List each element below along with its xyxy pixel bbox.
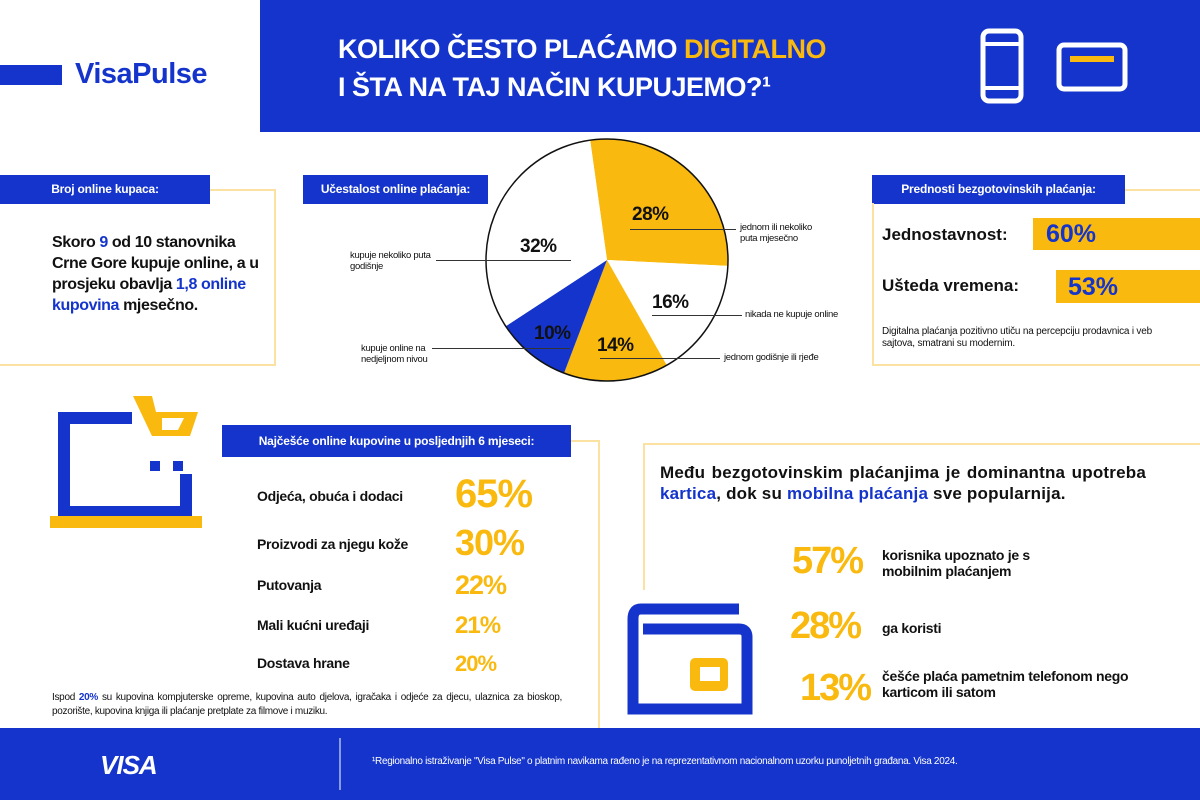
cashless-stat-text-0: korisnika upoznato je s mobilnim plaćanj… <box>882 547 1030 579</box>
adv-border-left <box>872 203 874 365</box>
pie-leader-32 <box>436 260 571 261</box>
phone-icon <box>980 28 1024 104</box>
buyers-text: Skoro 9 od 10 stanovnika Crne Gore kupuj… <box>52 234 259 314</box>
cashless-stat-text-1: ga koristi <box>882 620 942 636</box>
pie-slice-2 <box>564 260 667 381</box>
pie-label-32: kupuje nekoliko puta godišnje <box>350 250 431 272</box>
adv-name-1: Ušteda vremena: <box>882 276 1020 295</box>
purchases-border-right <box>598 440 600 728</box>
pie-chart <box>485 138 729 382</box>
footer: VISA ¹Regionalno istraživanje "Visa Puls… <box>0 728 1200 800</box>
adv-border-top <box>1125 189 1200 191</box>
adv-bar-1: 53% <box>1056 270 1200 303</box>
pie-leader-16 <box>652 315 742 316</box>
laptop-cart-icon <box>50 396 202 528</box>
wallet-icon <box>627 603 753 715</box>
purchase-name-3: Mali kućni uređaji <box>257 617 370 633</box>
pie-label-10: kupuje online na nedjeljnom nivou <box>361 343 428 365</box>
adv-value-1: 53% <box>1068 273 1119 301</box>
buyers-border-top <box>210 189 275 191</box>
visapulse-logo: VisaPulse <box>75 58 208 90</box>
pie-slice-4 <box>486 140 607 327</box>
adv-name-0: Jednostavnost: <box>882 225 1008 244</box>
adv-value-0: 60% <box>1046 220 1097 248</box>
purchase-value-2: 22% <box>455 570 507 600</box>
footer-divider <box>339 738 341 790</box>
adv-border-bottom <box>872 364 1200 366</box>
purchase-value-0: 65% <box>455 472 533 516</box>
brand-bar <box>0 65 62 85</box>
cashless-border-left <box>643 443 645 590</box>
adv-bar-0: 60% <box>1033 218 1200 250</box>
purchases-border-top <box>571 440 599 442</box>
pie-value-28: 28% <box>632 204 669 225</box>
pie-slice-3 <box>505 260 607 374</box>
purchase-value-4: 20% <box>455 651 497 676</box>
frequency-label: Učestalost online plaćanja: <box>303 175 488 204</box>
cashless-border-top <box>643 443 1200 445</box>
pie-label-28: jednom ili nekoliko puta mjesečno <box>740 222 812 244</box>
header-banner: KOLIKO ČESTO PLAĆAMO DIGITALNO I ŠTA NA … <box>260 0 1200 132</box>
pie-slice-1 <box>607 260 728 366</box>
cashless-stat-value-1: 28% <box>790 605 862 647</box>
buyers-border-right <box>274 189 276 365</box>
pie-slice-0 <box>590 139 728 266</box>
buyers-border-bottom <box>0 364 276 366</box>
purchases-note: Ispod 20% su kupovina kompjuterske oprem… <box>52 692 562 717</box>
cashless-stat-value-2: 13% <box>800 667 872 709</box>
pie-label-16: nikada ne kupuje online <box>745 309 838 320</box>
pie-leader-10 <box>432 348 570 349</box>
cashless-heading: Među bezgotovinskim plaćanjima je domina… <box>660 463 1146 503</box>
advantages-label: Prednosti bezgotovinskih plaćanja: <box>872 175 1125 204</box>
pie-value-16: 16% <box>652 292 689 313</box>
adv-note: Digitalna plaćanja pozitivno utiču na pe… <box>882 326 1152 349</box>
pie-value-32: 32% <box>520 236 557 257</box>
pie-leader-14 <box>600 358 720 359</box>
cashless-stat-text-2: češće plaća pametnim telefonom nego kart… <box>882 668 1129 700</box>
purchase-name-1: Proizvodi za njegu kože <box>257 536 409 552</box>
purchase-name-2: Putovanja <box>257 577 322 593</box>
page-title: KOLIKO ČESTO PLAĆAMO DIGITALNO I ŠTA NA … <box>338 34 826 102</box>
card-icon <box>1056 42 1128 92</box>
purchase-value-1: 30% <box>455 522 525 563</box>
visa-logo: VISA <box>100 750 158 780</box>
purchase-value-3: 21% <box>455 612 501 639</box>
pie-leader-28 <box>630 229 736 230</box>
cashless-stat-value-0: 57% <box>792 540 864 582</box>
purchases-label: Najčešće online kupovine u posljednjih 6… <box>222 425 571 457</box>
purchase-name-0: Odjeća, obuća i dodaci <box>257 488 403 504</box>
buyers-label: Broj online kupaca: <box>0 175 210 204</box>
pie-value-10: 10% <box>534 323 571 344</box>
pie-value-14: 14% <box>597 335 634 356</box>
pie-label-14: jednom godišnje ili rjeđe <box>724 352 819 363</box>
purchase-name-4: Dostava hrane <box>257 655 350 671</box>
footer-note: ¹Regionalno istraživanje "Visa Pulse" o … <box>372 756 958 767</box>
